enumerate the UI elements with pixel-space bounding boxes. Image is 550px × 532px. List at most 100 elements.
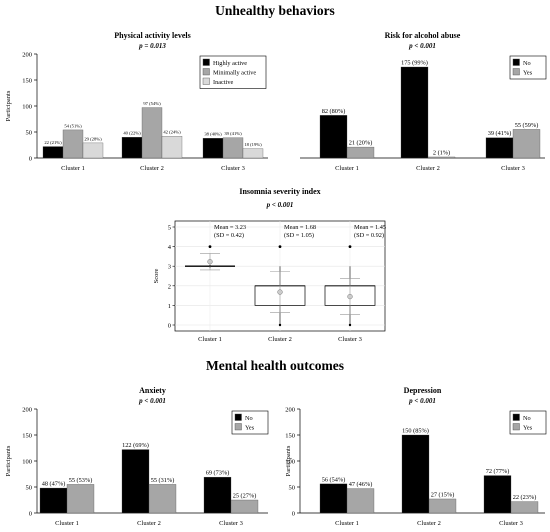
depression-data-label-cluster-1-yes: 47 (46%): [349, 481, 373, 488]
physical-y-tick-label-200: 200: [22, 52, 32, 59]
insomnia-sd-label-cluster-1: (SD = 0.42): [214, 232, 244, 239]
insomnia-x-tick-label-cluster-3: Cluster 3: [338, 336, 362, 343]
physical-bar-cluster-3-highly-active: [203, 138, 223, 158]
alcohol-data-label-cluster-3-no: 39 (41%): [488, 130, 512, 137]
anxiety-bar-cluster-3-yes: [231, 500, 258, 513]
depression-data-label-cluster-3-no: 72 (77%): [486, 468, 510, 475]
insomnia-x-tick-label-cluster-1: Cluster 1: [198, 336, 222, 343]
depression-legend-label-no: No: [523, 415, 531, 422]
anxiety-bar-cluster-3-no: [204, 477, 231, 513]
section-title-mental-health: Mental health outcomes: [0, 358, 550, 374]
depression-legend-swatch-no: [513, 414, 520, 421]
anxiety-data-label-cluster-2-yes: 55 (31%): [151, 477, 175, 484]
depression-data-label-cluster-2-yes: 27 (15%): [431, 491, 455, 498]
depression-y-label: Participants: [285, 445, 292, 476]
alcohol-pvalue: p < 0.001: [408, 42, 436, 50]
insomnia-outlier-cluster-2-0: [279, 245, 282, 248]
physical-y-label: Participants: [5, 90, 12, 121]
physical-legend-label-minimally-active: Minimally active: [213, 69, 256, 76]
insomnia-y-tick-label-2: 2: [168, 283, 171, 290]
anxiety-bar-cluster-2-yes: [149, 484, 176, 513]
anxiety-legend-swatch-no: [235, 414, 242, 421]
alcohol-x-tick-label-cluster-2: Cluster 2: [416, 165, 440, 172]
insomnia-y-tick-label-3: 3: [168, 264, 171, 271]
insomnia-mean-marker-cluster-1: [208, 259, 213, 264]
depression-data-label-cluster-3-yes: 22 (23%): [513, 494, 537, 501]
anxiety-y-label: Participants: [5, 445, 12, 476]
physical-bar-cluster-2-inactive: [162, 136, 182, 158]
insomnia-y-tick-label-4: 4: [168, 244, 172, 251]
physical-bar-cluster-1-minimally-active: [63, 130, 83, 158]
depression-x-tick-label-cluster-3: Cluster 3: [499, 520, 523, 527]
physical-bar-cluster-1-inactive: [83, 143, 103, 158]
alcohol-legend-swatch-yes: [513, 69, 520, 76]
physical-y-tick-label-150: 150: [22, 78, 32, 85]
anxiety-legend-swatch-yes: [235, 424, 242, 431]
insomnia-outlier-cluster-1-0: [209, 245, 212, 248]
anxiety-x-tick-label-cluster-1: Cluster 1: [55, 520, 79, 527]
physical-pvalue: p = 0.013: [138, 42, 166, 50]
anxiety-y-tick-label-200: 200: [22, 407, 32, 414]
anxiety-data-label-cluster-2-no: 122 (69%): [122, 442, 149, 449]
insomnia-y-tick-label-1: 1: [168, 303, 171, 310]
depression-bar-cluster-2-yes: [429, 499, 456, 513]
depression-bar-cluster-1-yes: [347, 489, 374, 513]
physical-bar-cluster-3-inactive: [243, 149, 263, 158]
alcohol-data-label-cluster-2-no: 175 (99%): [401, 60, 428, 67]
depression-bar-cluster-2-no: [402, 435, 429, 513]
physical-data-label-cluster-3-inactive: 18 (19%): [244, 142, 262, 147]
physical-data-label-cluster-2-highly-active: 40 (22%): [123, 131, 141, 136]
alcohol-title: Risk for alcohol abuse: [385, 31, 461, 40]
alcohol-legend-label-yes: Yes: [523, 69, 533, 76]
depression-bar-cluster-3-yes: [511, 502, 538, 513]
insomnia-sd-label-cluster-3: (SD = 0.92): [354, 232, 384, 239]
physical-data-label-cluster-1-highly-active: 22 (21%): [44, 140, 62, 145]
physical-data-label-cluster-1-minimally-active: 54 (51%): [64, 123, 82, 128]
physical-data-label-cluster-2-inactive: 42 (24%): [163, 130, 181, 135]
insomnia-y-tick-label-0: 0: [168, 323, 171, 330]
depression-pvalue: p < 0.001: [408, 397, 436, 405]
depression-bar-cluster-1-no: [320, 484, 347, 513]
depression-y-tick-label-150: 150: [285, 433, 295, 440]
physical-activity-chart: Physical activity levels p = 0.013 0 50 100 1…: [0, 28, 275, 178]
alcohol-bar-cluster-1-yes: [347, 147, 374, 158]
alcohol-x-tick-label-cluster-1: Cluster 1: [335, 165, 359, 172]
physical-y-tick-label-50: 50: [26, 130, 33, 137]
physical-x-tick-label-cluster-2: Cluster 2: [140, 165, 164, 172]
insomnia-outlier-cluster-3-0: [349, 245, 352, 248]
anxiety-legend-label-yes: Yes: [245, 424, 255, 431]
insomnia-mean-label-cluster-2: Mean = 1.68: [284, 224, 316, 231]
anxiety-bar-cluster-2-no: [122, 450, 149, 513]
physical-title: Physical activity levels: [114, 31, 190, 40]
insomnia-mean-label-cluster-3: Mean = 1.45: [354, 224, 386, 231]
alcohol-data-label-cluster-2-yes: 2 (1%): [433, 149, 450, 156]
anxiety-data-label-cluster-1-no: 48 (47%): [42, 481, 66, 488]
anxiety-y-tick-label-100: 100: [22, 459, 32, 466]
depression-data-label-cluster-1-no: 56 (54%): [322, 476, 346, 483]
physical-bar-cluster-3-minimally-active: [223, 138, 243, 158]
insomnia-y-tick-label-5: 5: [168, 225, 171, 232]
depression-legend-label-yes: Yes: [523, 424, 533, 431]
insomnia-sd-label-cluster-2: (SD = 1.05): [284, 232, 314, 239]
alcohol-abuse-chart: Risk for alcohol abuse p < 0.001 82 (80%) 2…: [280, 28, 550, 178]
physical-data-label-cluster-3-minimally-active: 39 (41%): [224, 131, 242, 136]
alcohol-data-label-cluster-3-yes: 55 (59%): [515, 122, 539, 129]
alcohol-bar-cluster-2-yes: [428, 157, 455, 158]
physical-data-label-cluster-3-highly-active: 38 (40%): [204, 132, 222, 137]
physical-bar-cluster-1-highly-active: [43, 147, 63, 158]
depression-data-label-cluster-2-no: 150 (85%): [402, 428, 429, 435]
physical-bar-cluster-2-highly-active: [122, 137, 142, 158]
alcohol-bar-cluster-3-no: [486, 138, 513, 158]
depression-y-tick-label-200: 200: [285, 407, 295, 414]
anxiety-y-tick-label-0: 0: [29, 511, 32, 518]
anxiety-bar-cluster-1-no: [40, 488, 67, 513]
physical-legend-label-inactive: Inactive: [213, 79, 233, 86]
alcohol-bar-cluster-1-no: [320, 115, 347, 158]
anxiety-y-tick-label-150: 150: [22, 433, 32, 440]
anxiety-pvalue: p < 0.001: [138, 397, 166, 405]
alcohol-data-label-cluster-1-yes: 21 (20%): [349, 140, 373, 147]
insomnia-y-label: Score: [153, 268, 160, 283]
depression-y-tick-label-0: 0: [292, 511, 295, 518]
anxiety-data-label-cluster-3-no: 69 (73%): [206, 470, 230, 477]
insomnia-mean-label-cluster-1: Mean = 3.23: [214, 224, 246, 231]
